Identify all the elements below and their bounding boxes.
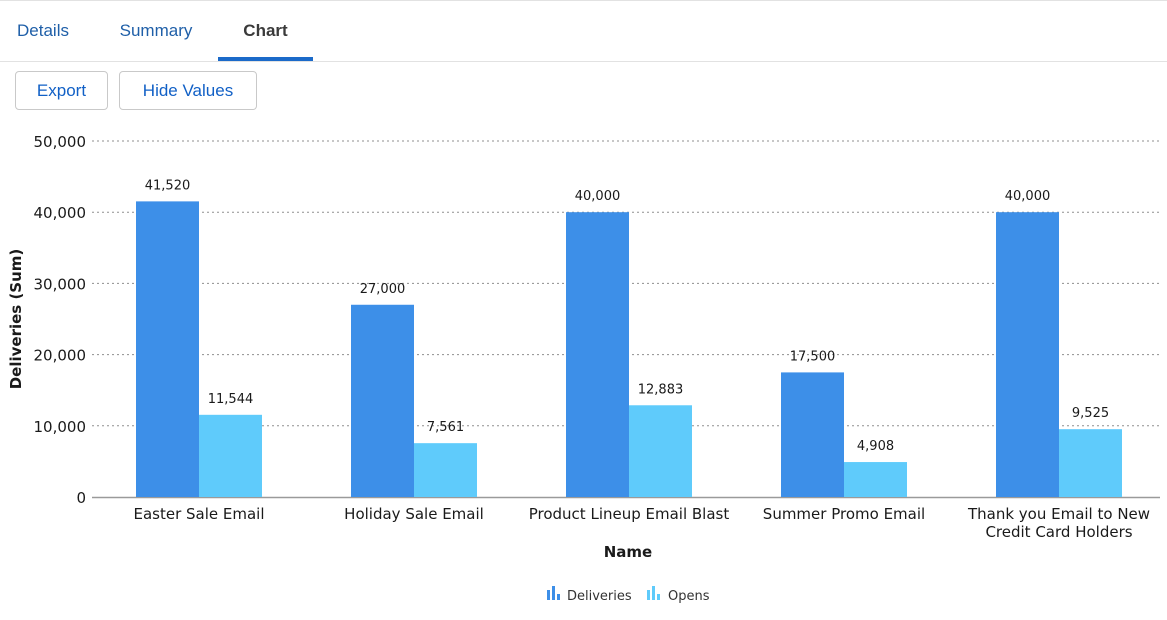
y-tick-label: 50,000 [34, 133, 87, 151]
export-button[interactable]: Export [15, 71, 108, 110]
legend-opens-label: Opens [668, 589, 710, 604]
data-label: 12,883 [638, 382, 684, 397]
data-label: 41,520 [145, 178, 191, 193]
legend-deliveries-label: Deliveries [567, 589, 632, 604]
tab-bar: Details Summary Chart [0, 1, 1167, 62]
tab-summary[interactable]: Summary [119, 21, 193, 40]
data-label: 40,000 [1005, 189, 1051, 204]
x-tick-label: Product Lineup Email Blast [529, 505, 730, 523]
data-label: 17,500 [790, 349, 836, 364]
y-tick-label: 40,000 [34, 204, 87, 222]
y-axis-title: Deliveries (Sum) [7, 249, 25, 390]
x-axis-title: Name [604, 543, 652, 561]
y-tick-label: 20,000 [34, 347, 87, 365]
legend-opens-icon [647, 586, 660, 600]
top-divider [0, 0, 1167, 1]
tab-details[interactable]: Details [17, 21, 69, 40]
y-tick-label: 30,000 [34, 275, 87, 293]
data-label: 27,000 [360, 282, 406, 297]
deliveries-bar [566, 212, 629, 497]
data-label: 7,561 [427, 420, 464, 435]
active-tab-indicator [218, 57, 313, 61]
opens-bar [199, 414, 262, 497]
tab-chart[interactable]: Chart [243, 21, 288, 40]
data-label: 40,000 [575, 189, 621, 204]
deliveries-bar [136, 201, 199, 497]
data-label: 11,544 [208, 392, 254, 407]
opens-bar [629, 405, 692, 497]
opens-bar [844, 462, 907, 497]
data-label: 4,908 [857, 439, 894, 454]
data-label: 9,525 [1072, 406, 1109, 421]
opens-bar [414, 443, 477, 497]
deliveries-bar [781, 372, 844, 497]
x-tick-label: Credit Card Holders [985, 523, 1132, 541]
opens-bar [1059, 429, 1122, 497]
deliveries-bar [996, 212, 1059, 497]
x-tick-label: Summer Promo Email [763, 505, 925, 523]
x-tick-label: Easter Sale Email [133, 505, 264, 523]
legend-deliveries-icon [547, 586, 560, 600]
y-tick-label: 0 [76, 489, 86, 507]
deliveries-bar [351, 304, 414, 497]
hide-values-button[interactable]: Hide Values [119, 71, 257, 110]
x-tick-label: Holiday Sale Email [344, 505, 484, 523]
x-tick-label: Thank you Email to New [967, 505, 1150, 523]
y-tick-label: 10,000 [34, 418, 87, 436]
